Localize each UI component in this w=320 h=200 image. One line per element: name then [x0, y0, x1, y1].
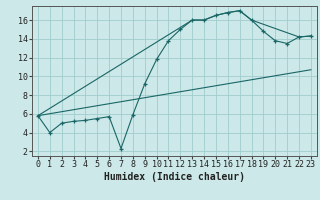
- X-axis label: Humidex (Indice chaleur): Humidex (Indice chaleur): [104, 172, 245, 182]
